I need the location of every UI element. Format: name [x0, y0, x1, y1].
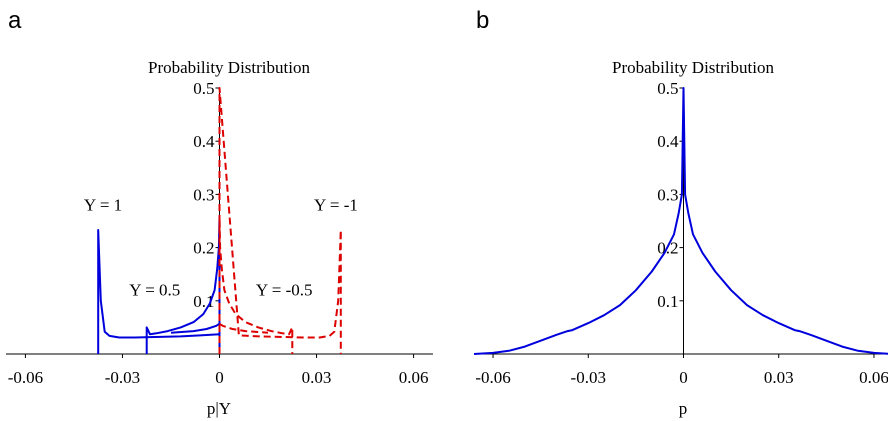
chart-title-a: Probability Distribution	[148, 58, 310, 77]
x-tick-label: 0.03	[302, 368, 332, 387]
x-tick-label: 0.03	[764, 368, 794, 387]
x-axis-label-b: p	[679, 399, 688, 418]
series-annotation: Y = -1	[314, 195, 358, 214]
series-annotation: Y = 0.5	[129, 280, 180, 299]
y-tick-label: 0.3	[193, 185, 214, 204]
series-line	[97, 229, 221, 354]
x-tick-label: 0.06	[859, 368, 888, 387]
y-tick-label: 0.1	[657, 292, 678, 311]
y-tick-label: 0.3	[657, 185, 678, 204]
x-tick-label: 0	[215, 368, 224, 387]
panel-letter-a: a	[8, 7, 22, 34]
x-tick-label: -0.06	[475, 368, 510, 387]
plot-area-a: -0.06 -0.03 0 0.03 0.060.10.20.30.40.5Y = 1Y…	[6, 79, 433, 387]
x-tick-label: 0.06	[399, 368, 429, 387]
panel-b: b Probability Distribution p -0.06 -0.03 0…	[473, 7, 888, 418]
series-annotation: Y = 1	[84, 195, 122, 214]
y-tick-label: 0.2	[193, 239, 214, 258]
series-line	[473, 87, 888, 355]
chart-title-b: Probability Distribution	[612, 58, 774, 77]
x-tick-label: -0.03	[105, 368, 140, 387]
y-tick-label: 0.5	[193, 79, 214, 98]
series-annotation: Y = -0.5	[256, 280, 313, 299]
x-tick-label: -0.03	[571, 368, 606, 387]
panel-letter-b: b	[476, 7, 489, 34]
y-tick-label: 0.4	[657, 132, 679, 151]
x-axis-label-a: p|Y	[207, 399, 231, 418]
x-tick-label: -0.06	[8, 368, 43, 387]
panel-a: a Probability Distribution p|Y -0.06 -0.0…	[6, 7, 433, 418]
y-tick-label: 0.4	[193, 132, 215, 151]
y-tick-label: 0.5	[657, 79, 678, 98]
series-line	[218, 322, 269, 334]
series-line	[170, 322, 221, 334]
series-line	[218, 87, 342, 354]
plot-area-b: -0.06 -0.03 0 0.03 0.060.10.20.30.40.5	[473, 79, 888, 387]
x-tick-label: 0	[679, 368, 688, 387]
